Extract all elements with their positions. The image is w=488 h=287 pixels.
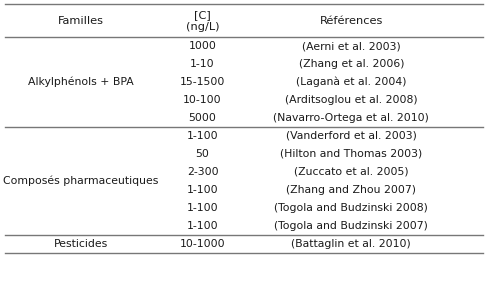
Text: [C]
(ng/L): [C] (ng/L)	[186, 9, 219, 32]
Text: (Togola and Budzinski 2008): (Togola and Budzinski 2008)	[274, 203, 428, 213]
Text: 5000: 5000	[188, 113, 217, 123]
Text: 1-100: 1-100	[187, 203, 218, 213]
Text: 15-1500: 15-1500	[180, 77, 225, 87]
Text: Familles: Familles	[58, 16, 103, 26]
Text: (Zhang et al. 2006): (Zhang et al. 2006)	[299, 59, 404, 69]
Text: Composés pharmaceutiques: Composés pharmaceutiques	[3, 176, 158, 186]
Text: 50: 50	[196, 149, 209, 159]
Text: 2-300: 2-300	[187, 167, 218, 177]
Text: (Arditsoglou et al. 2008): (Arditsoglou et al. 2008)	[285, 95, 418, 105]
Text: Références: Références	[320, 16, 383, 26]
Text: 1-100: 1-100	[187, 185, 218, 195]
Text: 1-10: 1-10	[190, 59, 215, 69]
Text: (Battaglin et al. 2010): (Battaglin et al. 2010)	[291, 238, 411, 249]
Text: 1-100: 1-100	[187, 131, 218, 141]
Text: (Navarro-Ortega et al. 2010): (Navarro-Ortega et al. 2010)	[273, 113, 429, 123]
Text: (Laganà et al. 2004): (Laganà et al. 2004)	[296, 77, 407, 88]
Text: (Togola and Budzinski 2007): (Togola and Budzinski 2007)	[274, 221, 428, 231]
Text: Pesticides: Pesticides	[53, 238, 108, 249]
Text: 10-100: 10-100	[183, 95, 222, 105]
Text: 1000: 1000	[188, 41, 217, 51]
Text: (Zhang and Zhou 2007): (Zhang and Zhou 2007)	[286, 185, 416, 195]
Text: (Hilton and Thomas 2003): (Hilton and Thomas 2003)	[280, 149, 423, 159]
Text: 10-1000: 10-1000	[180, 238, 225, 249]
Text: (Vanderford et al. 2003): (Vanderford et al. 2003)	[286, 131, 417, 141]
Text: (Zuccato et al. 2005): (Zuccato et al. 2005)	[294, 167, 408, 177]
Text: (Aerni et al. 2003): (Aerni et al. 2003)	[302, 41, 401, 51]
Text: 1-100: 1-100	[187, 221, 218, 231]
Text: Alkylphénols + BPA: Alkylphénols + BPA	[28, 77, 133, 88]
